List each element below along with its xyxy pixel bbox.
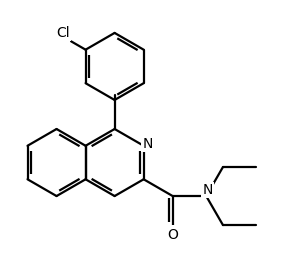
Text: Cl: Cl	[56, 26, 69, 40]
Text: N: N	[143, 137, 153, 151]
Text: N: N	[203, 183, 213, 197]
Text: O: O	[167, 228, 178, 241]
